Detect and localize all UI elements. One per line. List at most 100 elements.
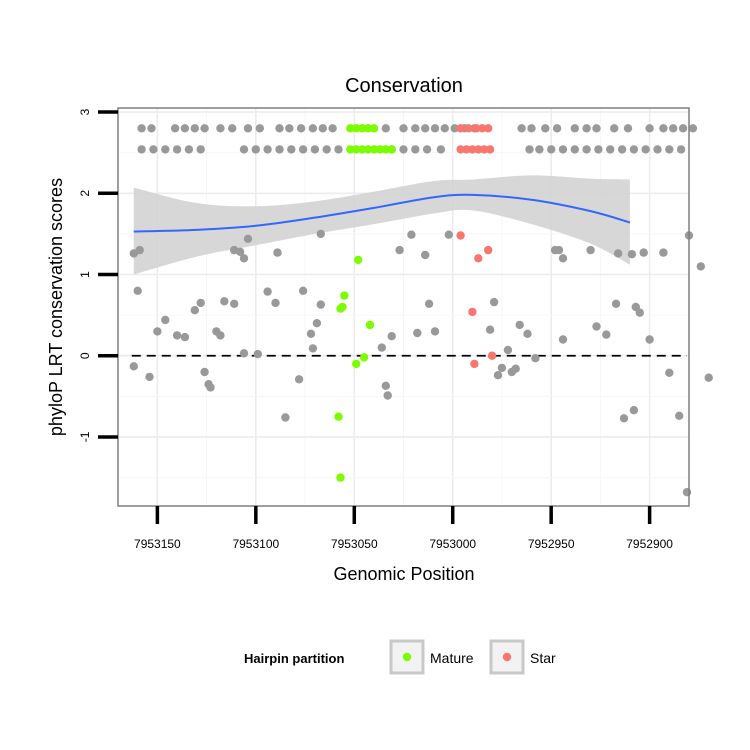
point-other: [271, 298, 280, 308]
point-other: [627, 250, 637, 259]
point-other: [377, 343, 386, 352]
point-other: [172, 145, 182, 154]
point-mature: [336, 473, 345, 482]
point-other: [440, 124, 449, 133]
point-other: [411, 145, 420, 154]
point-star: [474, 254, 483, 263]
point-other: [653, 145, 662, 154]
smooth-confidence-band: [133, 175, 630, 275]
y-tick-label: 2: [78, 190, 92, 197]
point-star: [485, 145, 495, 154]
point-other: [255, 124, 264, 133]
point-other: [645, 124, 654, 133]
point-mature: [363, 124, 373, 133]
point-other: [659, 124, 668, 133]
point-other: [531, 354, 540, 363]
x-tick-label: 7953150: [134, 537, 181, 551]
point-other: [444, 230, 453, 239]
y-tick-label: 0: [78, 352, 92, 359]
point-other: [334, 145, 343, 154]
point-mature: [354, 255, 363, 265]
point-other: [387, 332, 396, 341]
legend-label-star: Star: [530, 650, 556, 666]
point-other: [613, 249, 623, 258]
point-other: [190, 124, 199, 133]
point-star: [480, 145, 489, 154]
point-other: [137, 145, 146, 154]
point-mature: [375, 145, 385, 154]
point-other: [407, 230, 416, 239]
point-mature: [358, 124, 367, 133]
point-other: [310, 145, 320, 154]
legend-item-mature: Mature: [389, 639, 474, 675]
point-other: [180, 124, 190, 133]
point-other: [669, 124, 678, 133]
point-other: [220, 297, 229, 306]
point-other: [306, 329, 316, 338]
point-other: [243, 234, 253, 243]
x-tick-label: 7953050: [331, 537, 378, 551]
legend: Hairpin partition Mature Star: [244, 639, 556, 675]
point-mature: [334, 412, 343, 421]
point-other: [172, 331, 182, 340]
point-other: [493, 371, 503, 380]
point-star: [484, 245, 493, 255]
y-tick-label: 1: [78, 271, 92, 278]
point-other: [525, 145, 534, 154]
legend-title: Hairpin partition: [244, 651, 344, 666]
point-mature: [363, 145, 373, 154]
point-mature: [359, 353, 369, 362]
point-other: [316, 300, 325, 309]
point-other: [381, 381, 390, 390]
legend-marker-star: [502, 652, 512, 662]
point-other: [184, 145, 194, 154]
point-other: [381, 124, 390, 133]
point-other: [424, 299, 434, 308]
point-mature: [346, 124, 355, 133]
legend-item-star: Star: [489, 639, 556, 675]
x-tick-label: 7952950: [528, 537, 575, 551]
point-other: [617, 145, 627, 154]
point-other: [298, 145, 308, 154]
point-mature: [352, 145, 361, 154]
point-star: [478, 124, 487, 133]
point-other: [582, 124, 591, 133]
point-mature: [352, 359, 361, 369]
point-star: [484, 124, 493, 133]
point-mature: [369, 124, 379, 133]
point-other: [592, 322, 601, 331]
smooth-trend-line: [133, 193, 631, 233]
point-star: [456, 231, 465, 240]
point-other: [161, 315, 170, 325]
point-other: [430, 327, 440, 336]
point-other: [635, 308, 644, 317]
point-other: [263, 145, 272, 154]
point-other: [216, 331, 225, 340]
y-tick-label: 3: [78, 108, 92, 115]
point-other: [200, 124, 209, 133]
point-other: [275, 145, 284, 154]
y-tick-label: -1: [78, 431, 92, 442]
x-axis: 7953150 7953100 7953050 7953000 7952950 79529…: [134, 506, 673, 551]
point-other: [436, 145, 446, 154]
point-other: [517, 124, 526, 133]
point-mature: [365, 320, 375, 330]
point-other: [316, 229, 325, 239]
point-other: [298, 286, 308, 295]
point-other: [196, 298, 205, 308]
point-other: [206, 383, 215, 392]
point-other: [239, 145, 249, 154]
point-other: [287, 145, 296, 154]
point-other: [149, 145, 158, 154]
point-other: [190, 306, 199, 315]
x-axis-title: Genomic Position: [333, 564, 474, 584]
legend-marker-mature: [402, 652, 412, 662]
point-other: [308, 344, 318, 353]
point-other: [145, 372, 154, 382]
point-other: [570, 124, 579, 133]
point-other: [592, 124, 601, 133]
point-other: [665, 368, 674, 377]
point-other: [515, 320, 524, 330]
point-star: [487, 351, 497, 360]
point-other: [239, 349, 249, 358]
